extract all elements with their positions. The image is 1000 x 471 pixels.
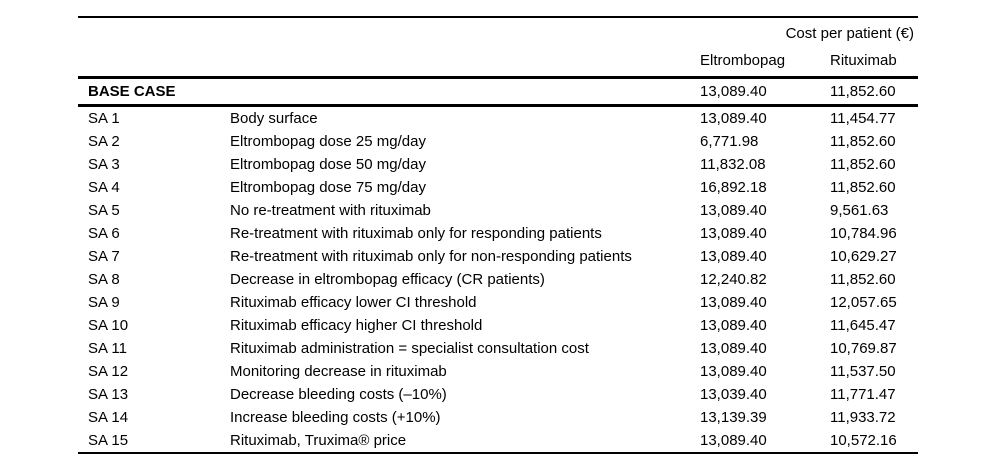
row-eltrombopag-value: 13,089.40 [700, 294, 767, 311]
row-eltrombopag-value: 12,240.82 [700, 271, 767, 288]
row-description: Rituximab administration = specialist co… [230, 340, 589, 357]
table-row: SA 5 No re-treatment with rituximab 13,0… [78, 199, 918, 222]
row-eltrombopag-value: 11,832.08 [700, 156, 766, 173]
row-sa-id: SA 3 [88, 156, 120, 173]
table-row: SA 2 Eltrombopag dose 25 mg/day 6,771.98… [78, 130, 918, 153]
row-rituximab-value: 11,852.60 [830, 271, 896, 288]
row-description: Rituximab, Truxima® price [230, 432, 407, 449]
row-description: Decrease in eltrombopag efficacy (CR pat… [230, 271, 545, 288]
row-sa-id: SA 7 [88, 248, 120, 265]
column-header-row: Eltrombopag Rituximab [78, 48, 918, 76]
row-description: Eltrombopag dose 25 mg/day [230, 133, 426, 150]
sensitivity-analysis-cost-table: Cost per patient (€) Eltrombopag Rituxim… [78, 16, 918, 454]
row-rituximab-value: 12,057.65 [830, 294, 897, 311]
row-eltrombopag-value: 13,089.40 [700, 317, 767, 334]
row-rituximab-value: 11,933.72 [830, 409, 896, 426]
row-eltrombopag-value: 13,089.40 [700, 340, 767, 357]
row-sa-id: SA 6 [88, 225, 120, 242]
table-row: SA 6 Re-treatment with rituximab only fo… [78, 222, 918, 245]
row-description: Monitoring decrease in rituximab [230, 363, 447, 380]
column-header-rituximab: Rituximab [830, 52, 897, 69]
row-sa-id: SA 1 [88, 110, 120, 127]
row-eltrombopag-value: 13,089.40 [700, 248, 767, 265]
row-eltrombopag-value: 13,039.40 [700, 386, 767, 403]
table-row: SA 12 Monitoring decrease in rituximab 1… [78, 360, 918, 383]
row-rituximab-value: 11,771.47 [830, 386, 896, 403]
row-description: Re-treatment with rituximab only for res… [230, 225, 602, 242]
table-row: SA 3 Eltrombopag dose 50 mg/day 11,832.0… [78, 153, 918, 176]
row-description: Re-treatment with rituximab only for non… [230, 248, 632, 265]
table-row: SA 14 Increase bleeding costs (+10%) 13,… [78, 406, 918, 429]
base-case-label: BASE CASE [88, 83, 176, 100]
column-header-empty-label [230, 48, 700, 76]
row-description: Eltrombopag dose 75 mg/day [230, 179, 426, 196]
row-sa-id: SA 2 [88, 133, 120, 150]
row-description: No re-treatment with rituximab [230, 202, 431, 219]
base-case-eltrombopag-value: 13,089.40 [700, 83, 767, 100]
row-description: Rituximab efficacy lower CI threshold [230, 294, 477, 311]
row-description: Eltrombopag dose 50 mg/day [230, 156, 426, 173]
row-description: Body surface [230, 110, 318, 127]
base-case-description [230, 79, 700, 104]
row-sa-id: SA 8 [88, 271, 120, 288]
column-header-eltrombopag: Eltrombopag [700, 52, 786, 69]
table-row: SA 4 Eltrombopag dose 75 mg/day 16,892.1… [78, 176, 918, 199]
table-row: SA 9 Rituximab efficacy lower CI thresho… [78, 291, 918, 314]
table-row: SA 13 Decrease bleeding costs (–10%) 13,… [78, 383, 918, 406]
row-sa-id: SA 5 [88, 202, 120, 219]
row-rituximab-value: 9,561.63 [830, 202, 889, 219]
row-rituximab-value: 11,852.60 [830, 133, 896, 150]
table-row: SA 7 Re-treatment with rituximab only fo… [78, 245, 918, 268]
row-description: Increase bleeding costs (+10%) [230, 409, 441, 426]
table-body: SA 1 Body surface 13,089.40 11,454.77 SA… [78, 107, 918, 452]
row-eltrombopag-value: 13,089.40 [700, 202, 767, 219]
row-eltrombopag-value: 6,771.98 [700, 133, 759, 150]
row-sa-id: SA 9 [88, 294, 120, 311]
row-eltrombopag-value: 13,089.40 [700, 225, 767, 242]
base-case-row: BASE CASE 13,089.40 11,852.60 [78, 76, 918, 107]
table-row: SA 10 Rituximab efficacy higher CI thres… [78, 314, 918, 337]
row-rituximab-value: 10,784.96 [830, 225, 897, 242]
row-sa-id: SA 13 [88, 386, 129, 403]
row-sa-id: SA 4 [88, 179, 120, 196]
table-row: SA 8 Decrease in eltrombopag efficacy (C… [78, 268, 918, 291]
row-rituximab-value: 11,645.47 [830, 317, 896, 334]
row-eltrombopag-value: 13,139.39 [700, 409, 767, 426]
row-sa-id: SA 14 [88, 409, 129, 426]
row-rituximab-value: 11,852.60 [830, 179, 896, 196]
table-row: SA 11 Rituximab administration = special… [78, 337, 918, 360]
row-description: Decrease bleeding costs (–10%) [230, 386, 447, 403]
row-rituximab-value: 11,537.50 [830, 363, 896, 380]
row-sa-id: SA 15 [88, 432, 129, 449]
table-row: SA 1 Body surface 13,089.40 11,454.77 [78, 107, 918, 130]
row-rituximab-value: 11,454.77 [830, 110, 896, 127]
row-sa-id: SA 10 [88, 317, 129, 334]
row-sa-id: SA 11 [88, 340, 127, 357]
row-rituximab-value: 10,572.16 [830, 432, 897, 449]
row-rituximab-value: 10,629.27 [830, 248, 897, 265]
table-spanner-cost-per-patient: Cost per patient (€) [785, 25, 914, 42]
row-eltrombopag-value: 16,892.18 [700, 179, 767, 196]
row-eltrombopag-value: 13,089.40 [700, 110, 767, 127]
base-case-rituximab-value: 11,852.60 [830, 83, 896, 100]
column-header-empty-id [78, 48, 230, 76]
row-rituximab-value: 10,769.87 [830, 340, 897, 357]
row-sa-id: SA 12 [88, 363, 129, 380]
row-eltrombopag-value: 13,089.40 [700, 432, 767, 449]
row-eltrombopag-value: 13,089.40 [700, 363, 767, 380]
table-row: SA 15 Rituximab, Truxima® price 13,089.4… [78, 429, 918, 452]
row-description: Rituximab efficacy higher CI threshold [230, 317, 483, 334]
row-rituximab-value: 11,852.60 [830, 156, 896, 173]
